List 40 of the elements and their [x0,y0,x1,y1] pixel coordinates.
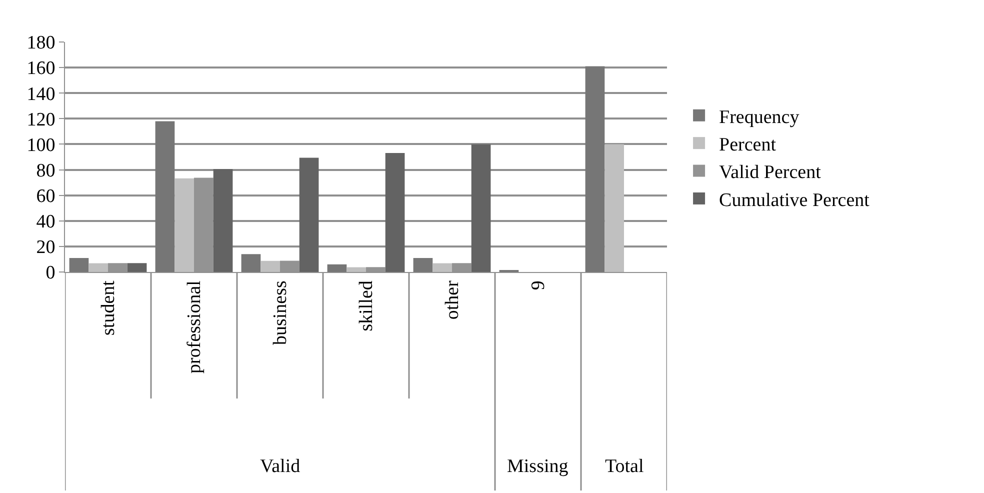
x-tick-label: 9 [528,280,550,290]
bar [604,144,624,272]
legend-label: Percent [719,134,777,156]
x-tick-label: business [270,280,292,346]
y-tick-label: 120 [26,109,56,130]
y-tick-label: 80 [36,160,56,182]
x-tick-label: student [98,280,120,336]
text: Missing [507,456,569,477]
bar [69,258,89,272]
bar [385,153,405,272]
text: Total [605,456,644,477]
legend-label: Frequency [719,106,800,128]
x-tick-label: skilled [356,280,378,332]
text: Valid [260,456,301,477]
bar [299,158,319,272]
bar [432,263,452,272]
bar [127,263,147,272]
x-tick-label: professional [184,280,206,374]
bar [471,144,491,272]
y-tick-label: 160 [26,58,56,80]
bar [88,263,108,272]
y-tick-label: 180 [26,32,56,54]
bar [585,66,605,272]
bar [346,267,366,272]
bar [327,264,347,272]
bar [213,169,233,272]
y-tick-label: 0 [46,262,56,284]
bar [260,260,280,272]
legend-label: Cumulative Percent [719,190,870,211]
bar [155,121,175,272]
y-tick-label: 60 [36,186,56,207]
y-tick-label: 40 [36,212,56,233]
bar [241,254,261,272]
legend-label: Valid Percent [719,162,822,184]
x-tick-label: other [442,280,464,320]
bar [413,258,433,272]
y-tick-label: 140 [26,84,56,105]
y-tick-label: 20 [36,237,56,258]
bar [174,178,194,272]
y-tick-label: 100 [26,134,56,156]
